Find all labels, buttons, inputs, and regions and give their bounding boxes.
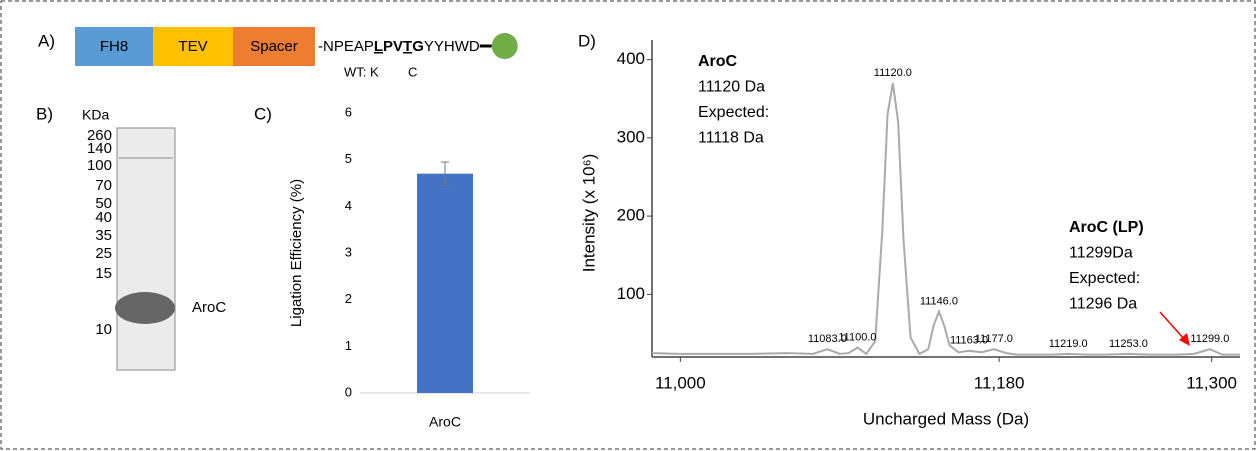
panel-label: B) — [36, 104, 53, 123]
gel-unit: KDa — [82, 107, 109, 123]
border — [1, 1, 1255, 449]
ladder-label: 35 — [95, 227, 112, 244]
annotation: 11296 Da — [1069, 296, 1137, 313]
annotation: Expected: — [698, 104, 769, 121]
figure: A) B) C) D) FH8 TEV Spacer -NPEAPLPVTGYYHWD… — [0, 0, 1257, 451]
annotation: AroC (LP) — [1069, 219, 1144, 236]
peak-label: 11253.0 — [1109, 338, 1148, 350]
x-tick-label: 11,180 — [974, 373, 1025, 392]
x-tick-label: AroC — [429, 414, 461, 430]
annotation: 11118 Da — [698, 130, 764, 147]
ladder-label: 10 — [95, 321, 112, 338]
sequence-part: T — [403, 38, 412, 55]
wt-label: WT: K — [344, 64, 379, 79]
ladder-label: 70 — [95, 177, 112, 194]
ladder-label: 25 — [95, 245, 112, 262]
domain-label: Spacer — [250, 38, 298, 55]
peak-label: 11146.0 — [920, 296, 958, 308]
x-axis-label: Uncharged Mass (Da) — [863, 409, 1029, 428]
y-tick-label: 400 — [617, 49, 645, 68]
ladder-label: 140 — [87, 140, 112, 157]
ladder-label: 100 — [87, 157, 112, 174]
spectrum-line — [652, 83, 1240, 355]
y-tick-label: 0 — [345, 384, 352, 399]
y-tick-label: 3 — [345, 244, 352, 259]
domain-label: FH8 — [100, 38, 128, 55]
panel-label: D) — [578, 31, 596, 50]
tag — [492, 33, 518, 59]
x-tick-label: 11,300 — [1186, 373, 1237, 392]
y-tick-label: 6 — [345, 104, 352, 119]
gel-lane — [117, 128, 175, 370]
y-tick-label: 1 — [345, 338, 352, 353]
y-tick-label: 5 — [345, 151, 352, 166]
y-tick-label: 100 — [617, 284, 645, 303]
sequence-part: YYHWD — [424, 38, 480, 55]
y-tick-label: 4 — [345, 198, 352, 213]
band-label: AroC — [192, 299, 226, 316]
panel-label: C) — [254, 104, 272, 123]
peak-label: 11299.0 — [1190, 333, 1229, 345]
y-tick-label: 300 — [617, 127, 645, 146]
gel-band — [115, 292, 175, 324]
bar — [417, 174, 473, 393]
y-axis-label: Ligation Efficiency (%) — [288, 179, 305, 327]
wt-mutation: C — [408, 64, 417, 79]
peak-label: 11219.0 — [1049, 338, 1088, 350]
annotation: AroC — [698, 53, 738, 70]
x-tick-label: 11,000 — [655, 373, 706, 392]
y-tick-label: 200 — [617, 206, 645, 225]
arrow — [1160, 312, 1185, 340]
sequence-part: -NPEAP — [318, 38, 374, 55]
peak-label: 11177.0 — [975, 333, 1013, 345]
y-axis-label: Intensity (x 10⁶) — [579, 154, 598, 273]
annotation: Expected: — [1069, 270, 1140, 287]
ladder-label: 15 — [95, 265, 112, 282]
sequence: -NPEAPLPVTGYYHWD — [318, 38, 480, 55]
peak-label: 11100.0 — [838, 332, 876, 344]
panel-label: A) — [38, 31, 55, 50]
annotation: 11120 Da — [698, 79, 765, 96]
domain-label: TEV — [178, 38, 207, 55]
sequence-part: L — [374, 38, 383, 55]
y-tick-label: 2 — [345, 291, 352, 306]
ladder-label: 40 — [95, 209, 112, 226]
peak-label: 11120.0 — [874, 67, 912, 79]
annotation: 11299Da — [1069, 245, 1133, 262]
sequence-part: G — [412, 38, 424, 55]
sequence-part: PV — [383, 38, 403, 55]
